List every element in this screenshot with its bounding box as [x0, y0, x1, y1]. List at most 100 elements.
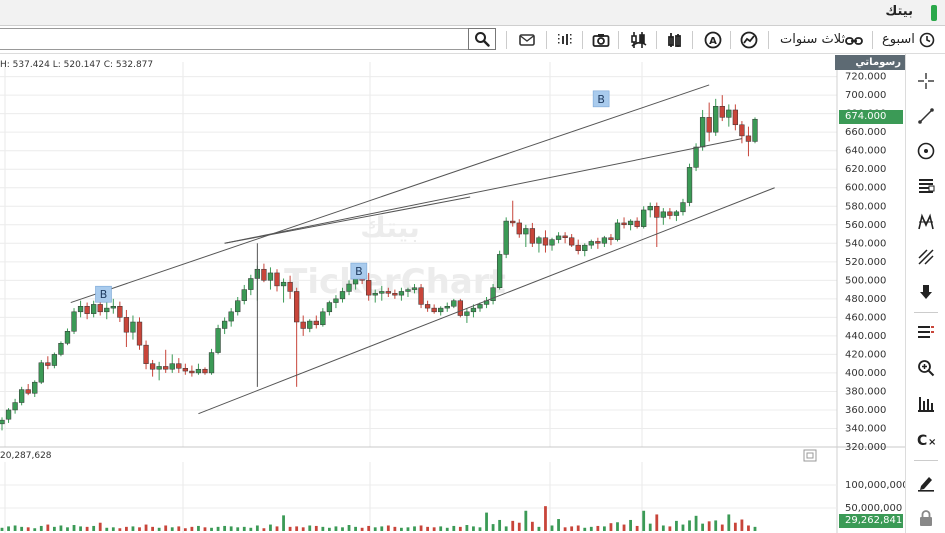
candle-body	[149, 363, 156, 370]
volume-bar	[740, 519, 744, 531]
volume-bar	[413, 526, 416, 531]
price-tick-label: 640.000	[845, 146, 886, 157]
status-flag-icon	[931, 5, 937, 21]
candle-body	[555, 235, 562, 240]
volume-bar	[334, 526, 338, 531]
candle-body	[392, 293, 398, 296]
candle-body	[208, 352, 215, 374]
toolbar-divider	[546, 31, 547, 49]
auto-scale-button[interactable]: A	[702, 30, 724, 50]
volume-bar	[661, 525, 665, 531]
candle-body	[464, 311, 470, 316]
candle-body	[12, 402, 18, 411]
volume-bar	[255, 525, 259, 531]
candle-body	[457, 300, 463, 316]
indicators-button[interactable]	[628, 30, 650, 50]
panel-maximize-icon-inner	[806, 452, 814, 459]
candle-body	[745, 135, 752, 142]
drawings-badge[interactable]: رسوماتي	[835, 55, 905, 70]
volume-bar	[170, 527, 174, 531]
candle-body	[503, 220, 509, 255]
channel-line	[224, 196, 471, 244]
candle-body	[379, 291, 385, 294]
toolbar-divider	[618, 31, 619, 49]
volume-bar	[583, 527, 587, 531]
arrow-down-icon[interactable]	[915, 281, 937, 303]
search-button[interactable]	[468, 28, 496, 50]
volume-bar	[288, 526, 292, 531]
price-tick-label: 580.000	[845, 201, 886, 212]
volume-bar	[472, 526, 475, 531]
trendline-icon[interactable]	[915, 105, 937, 127]
buy-marker-label: B	[355, 265, 363, 278]
volume-bar	[688, 520, 691, 531]
candle-body	[235, 300, 241, 313]
bars-icon[interactable]	[915, 393, 937, 415]
camera-button[interactable]	[590, 30, 612, 50]
dotted-chart-button[interactable]	[554, 30, 576, 50]
pattern-icon[interactable]	[915, 211, 937, 233]
volume-bar	[733, 522, 737, 531]
volume-bar	[59, 525, 63, 531]
volume-bar	[655, 514, 659, 531]
candle-body	[326, 302, 333, 313]
volume-bar	[504, 526, 508, 531]
candle-body	[117, 306, 123, 318]
indicators-icon	[631, 32, 647, 48]
volume-bar	[66, 527, 69, 531]
bar-style-button[interactable]	[664, 30, 686, 50]
candle-body	[287, 281, 293, 292]
zoom-icon[interactable]	[915, 357, 937, 379]
range-selector[interactable]: ثلاث سنوات	[780, 32, 846, 47]
price-tick-label: 400.000	[845, 368, 886, 379]
volume-bar	[229, 526, 233, 531]
volume-bar	[439, 526, 443, 531]
volume-bar	[517, 522, 521, 531]
lock-icon[interactable]	[915, 507, 937, 529]
candle-body	[71, 311, 77, 332]
volume-bar	[465, 525, 469, 531]
candle-body	[660, 211, 666, 218]
candle-body	[516, 222, 522, 235]
compare-icon[interactable]	[843, 31, 865, 51]
candle-body	[424, 304, 431, 309]
candle-body	[496, 254, 503, 288]
candle-body	[25, 389, 31, 394]
candle-body	[241, 289, 247, 301]
candle-body	[588, 241, 594, 246]
candle-body	[320, 311, 326, 326]
circle-icon[interactable]	[915, 140, 937, 162]
volume-bar	[52, 526, 56, 531]
panel-maximize-icon	[803, 449, 817, 462]
pitchfork-icon[interactable]	[915, 246, 937, 268]
price-tick-label: 480.000	[845, 294, 886, 305]
price-tick-label: 360.000	[845, 405, 886, 416]
candle-body	[582, 244, 588, 251]
volume-bar	[406, 527, 410, 531]
toolbar-divider	[656, 31, 657, 49]
price-tick-label: 380.000	[845, 386, 886, 397]
clear-icon[interactable]: C ×	[915, 429, 937, 451]
volume-bar	[197, 525, 200, 531]
candle-body	[431, 307, 437, 313]
search-input[interactable]	[0, 28, 468, 50]
volume-bar	[203, 527, 207, 531]
period-selector[interactable]: اسبوع	[882, 32, 915, 47]
volume-bar	[216, 526, 220, 531]
fibonacci-icon[interactable]	[915, 175, 937, 197]
clock-icon[interactable]	[916, 30, 938, 50]
buy-marker-label: B	[100, 288, 108, 301]
pen-icon[interactable]	[915, 472, 937, 494]
list-icon[interactable]	[915, 321, 937, 343]
crosshair-icon[interactable]	[915, 70, 937, 92]
candle-body	[221, 320, 228, 329]
mail-button[interactable]	[516, 30, 538, 50]
volume-bar	[39, 525, 43, 531]
candle-body	[261, 268, 267, 281]
volume-bar	[622, 524, 626, 531]
price-tick-label: 720.000	[845, 72, 886, 83]
candle-body	[693, 146, 699, 168]
chart-type-button[interactable]	[738, 30, 760, 50]
